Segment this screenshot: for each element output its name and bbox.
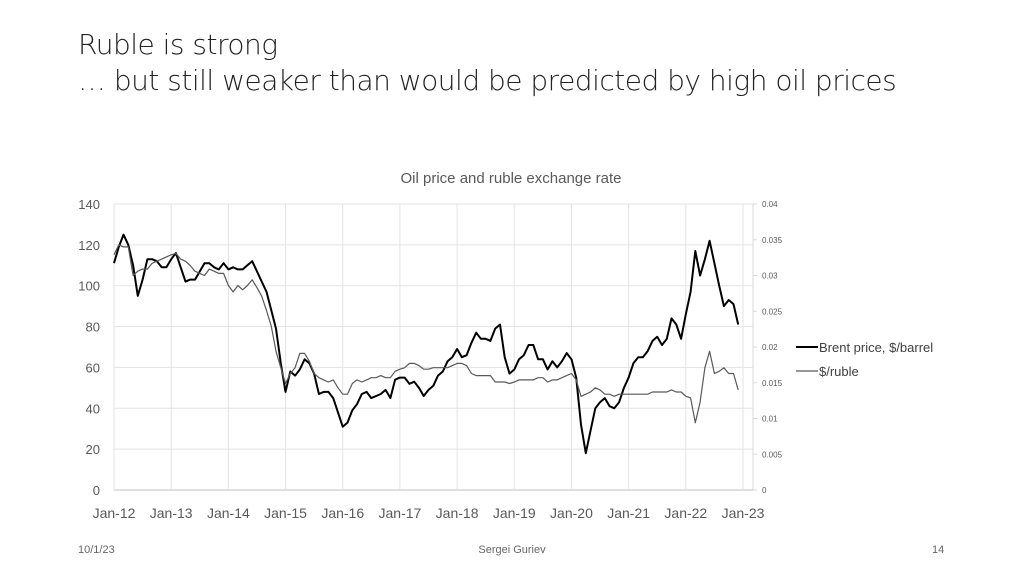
y-right-tick-label: 0.04 (762, 200, 778, 209)
y-right-tick-label: 0.01 (762, 415, 778, 424)
page-number: 14 (932, 544, 945, 556)
x-tick-label: Jan-13 (150, 505, 193, 521)
x-tick-label: Jan-16 (321, 505, 364, 521)
y-left-tick-label: 120 (78, 238, 100, 253)
x-tick-label: Jan-19 (493, 505, 536, 521)
y-left-tick-label: 20 (86, 442, 100, 457)
y-right-tick-label: 0 (762, 486, 767, 495)
footer-author: Sergei Guriev (478, 544, 546, 556)
y-left-tick-label: 100 (78, 279, 100, 294)
y-right-tick-label: 0.025 (762, 307, 783, 316)
x-tick-label: Jan-22 (664, 505, 707, 521)
y-right-tick-label: 0.035 (762, 236, 783, 245)
y-left-tick-label: 40 (86, 401, 100, 416)
y-right-tick-label: 0.015 (762, 379, 783, 388)
x-tick-label: Jan-14 (207, 505, 250, 521)
y-right-tick-label: 0.03 (762, 272, 778, 281)
x-tick-label: Jan-18 (436, 505, 479, 521)
x-tick-label: Jan-15 (264, 505, 307, 521)
footer-date: 10/1/23 (78, 544, 115, 556)
x-tick-label: Jan-12 (93, 505, 136, 521)
y-left-tick-label: 60 (86, 360, 100, 375)
y-right-tick-label: 0.02 (762, 343, 778, 352)
x-tick-label: Jan-23 (722, 505, 765, 521)
slide-title: Ruble is strong … but still weaker than … (78, 27, 897, 99)
x-tick-label: Jan-21 (607, 505, 650, 521)
y-left-tick-label: 80 (86, 320, 100, 335)
title-line-1: Ruble is strong (78, 28, 278, 61)
series-line-brent (113, 233, 740, 455)
y-left-tick-label: 140 (78, 197, 100, 212)
x-tick-label: Jan-20 (550, 505, 593, 521)
legend-label: Brent price, $/barrel (819, 340, 933, 355)
x-tick-label: Jan-17 (379, 505, 422, 521)
y-left-tick-label: 0 (93, 483, 100, 498)
series-line-usd-per-ruble (113, 244, 739, 424)
title-line-2: … but still weaker than would be predict… (78, 64, 897, 97)
y-right-tick-label: 0.005 (762, 450, 783, 459)
legend-label: $/ruble (819, 364, 859, 379)
chart-title: Oil price and ruble exchange rate (401, 170, 622, 187)
